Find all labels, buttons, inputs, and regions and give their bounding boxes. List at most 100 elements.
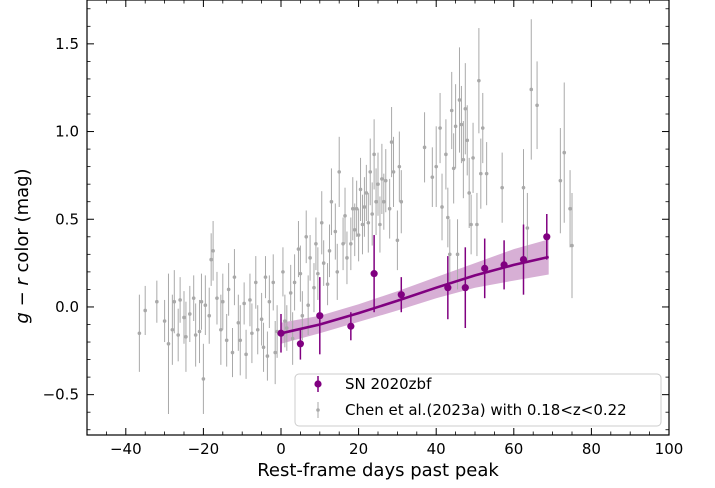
comparison-point xyxy=(271,254,276,311)
comparison-marker xyxy=(263,275,268,279)
comparison-point xyxy=(176,308,180,362)
comparison-marker xyxy=(290,336,295,341)
comparison-point xyxy=(296,221,301,278)
sn-point xyxy=(277,313,285,353)
comparison-point xyxy=(446,187,450,248)
comparison-marker xyxy=(333,229,338,234)
comparison-marker xyxy=(350,206,355,211)
comparison-point xyxy=(232,249,237,306)
comparison-marker xyxy=(368,170,373,174)
comparison-marker xyxy=(182,315,186,320)
comparison-marker xyxy=(480,126,485,130)
comparison-point xyxy=(242,282,246,325)
comparison-point xyxy=(397,131,402,202)
comparison-point xyxy=(449,71,454,150)
comparison-point xyxy=(451,133,456,204)
comparison-marker xyxy=(477,78,481,83)
sn-marker xyxy=(347,322,355,330)
comparison-marker xyxy=(397,164,402,169)
comparison-marker xyxy=(236,320,241,325)
comparison-marker xyxy=(360,222,365,227)
sn-point xyxy=(397,277,405,313)
comparison-marker xyxy=(250,331,254,336)
comparison-point xyxy=(298,245,303,302)
comparison-marker xyxy=(475,222,479,227)
comparison-marker xyxy=(248,298,252,302)
comparison-point xyxy=(327,224,332,278)
sn-point xyxy=(461,247,469,329)
plot-frame xyxy=(86,0,670,436)
comparison-point xyxy=(447,219,452,290)
comparison-point xyxy=(236,294,241,351)
comparison-point xyxy=(453,84,458,169)
comparison-marker xyxy=(162,319,167,323)
comparison-point xyxy=(374,168,378,236)
comparison-marker xyxy=(285,326,289,330)
comparison-point xyxy=(155,280,159,323)
comparison-point xyxy=(304,210,309,264)
comparison-marker xyxy=(203,303,208,308)
comparison-point xyxy=(500,152,504,223)
y-axis-title-rest: color (mag) xyxy=(12,168,33,278)
comparison-point xyxy=(469,194,473,255)
comparison-marker xyxy=(242,301,246,306)
comparison-marker xyxy=(399,199,404,204)
comparison-point xyxy=(477,28,481,134)
sn-marker xyxy=(296,340,304,348)
comparison-point xyxy=(261,322,266,372)
comparison-marker xyxy=(535,103,539,108)
x-tick-label: −40 xyxy=(110,440,142,458)
comparison-point xyxy=(283,294,287,348)
y-axis-title-r: r xyxy=(12,277,33,286)
comparison-point xyxy=(366,192,371,253)
x-tick-label: 80 xyxy=(582,440,601,458)
sn-point xyxy=(347,312,355,341)
fit-line xyxy=(280,255,549,335)
comparison-marker xyxy=(444,152,448,157)
comparison-marker xyxy=(455,252,460,257)
comparison-point xyxy=(285,305,289,351)
comparison-point xyxy=(137,294,142,372)
y-axis-title-g: g xyxy=(12,312,33,323)
comparison-marker xyxy=(387,206,392,211)
comparison-marker xyxy=(356,233,361,237)
comparison-point xyxy=(178,277,182,323)
comparison-marker xyxy=(383,178,388,183)
comparison-marker xyxy=(389,140,394,144)
comparison-marker xyxy=(525,226,530,230)
comparison-marker xyxy=(281,270,285,274)
comparison-point xyxy=(191,275,196,321)
comparison-marker xyxy=(434,164,439,169)
comparison-marker xyxy=(440,205,444,209)
comparison-marker xyxy=(376,182,380,186)
legend-box xyxy=(294,373,662,427)
comparison-point xyxy=(345,231,349,285)
sn-marker xyxy=(543,233,551,241)
comparison-series-layer xyxy=(137,19,574,414)
comparison-marker xyxy=(568,206,572,211)
comparison-marker xyxy=(273,350,277,355)
comparison-marker xyxy=(453,124,458,129)
comparison-point xyxy=(203,275,208,336)
legend-sn-marker xyxy=(314,380,322,388)
comparison-marker xyxy=(319,220,324,225)
comparison-point xyxy=(395,210,400,271)
comparison-point xyxy=(465,105,470,176)
comparison-point xyxy=(230,328,235,378)
comparison-point xyxy=(259,292,264,346)
comparison-point xyxy=(358,157,363,222)
comparison-marker xyxy=(298,271,303,276)
comparison-point xyxy=(211,221,215,281)
comparison-marker xyxy=(558,178,563,183)
comparison-point xyxy=(201,343,206,414)
comparison-point xyxy=(362,177,367,237)
comparison-point xyxy=(457,47,462,153)
sn-marker xyxy=(461,284,469,292)
fit-uncertainty-band-layer xyxy=(281,239,549,344)
comparison-point xyxy=(193,303,198,367)
comparison-point xyxy=(343,187,347,244)
comparison-point xyxy=(221,273,225,330)
y-axis-title: g − r color (mag) xyxy=(12,168,33,323)
comparison-marker xyxy=(172,299,177,304)
comparison-marker xyxy=(329,199,334,204)
